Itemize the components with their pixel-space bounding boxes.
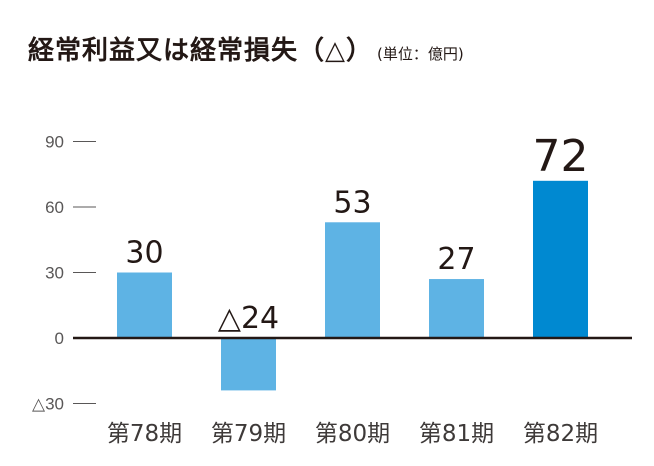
y-tick-label: △30 [32, 395, 64, 414]
x-tick-label: 第81期 [419, 421, 494, 447]
y-tick-label: 60 [45, 198, 64, 217]
y-tick-label: 30 [45, 264, 64, 283]
y-tick-label: 90 [45, 133, 64, 152]
y-tick-label: 0 [55, 329, 64, 348]
unit-label: (単位：億円) [377, 45, 464, 63]
data-label: △24 [218, 301, 279, 336]
x-tick-label: 第82期 [523, 421, 598, 447]
x-tick-label: 第80期 [315, 421, 390, 447]
bar [325, 222, 380, 338]
chart-title-block: 経常利益又は経常損失（△） (単位：億円) [28, 30, 464, 67]
data-label: 53 [333, 185, 371, 220]
x-tick-label: 第79期 [211, 421, 286, 447]
bar [221, 338, 276, 391]
data-label: 72 [533, 131, 589, 182]
bar [117, 272, 172, 338]
data-label: 27 [437, 242, 475, 277]
bar [429, 279, 484, 338]
data-label: 30 [125, 236, 163, 271]
bar [533, 180, 588, 338]
chart-title: 経常利益又は経常損失（△） [28, 36, 373, 66]
x-tick-label: 第78期 [107, 421, 182, 447]
